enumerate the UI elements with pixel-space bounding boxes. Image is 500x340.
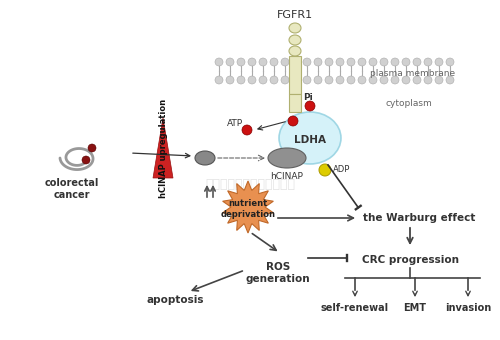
Circle shape — [248, 76, 256, 84]
Circle shape — [226, 76, 234, 84]
Circle shape — [215, 58, 223, 66]
Circle shape — [325, 58, 333, 66]
Polygon shape — [153, 118, 173, 178]
Ellipse shape — [279, 112, 341, 164]
Circle shape — [435, 76, 443, 84]
Ellipse shape — [289, 23, 301, 33]
Circle shape — [314, 76, 322, 84]
Text: Pi: Pi — [303, 94, 313, 102]
Circle shape — [292, 58, 300, 66]
FancyBboxPatch shape — [289, 94, 301, 112]
Circle shape — [237, 58, 245, 66]
Text: ROS
generation: ROS generation — [246, 262, 310, 284]
Ellipse shape — [289, 35, 301, 45]
Circle shape — [391, 58, 399, 66]
Circle shape — [259, 58, 267, 66]
Circle shape — [305, 101, 315, 111]
Circle shape — [325, 76, 333, 84]
Text: ADP: ADP — [333, 166, 350, 174]
Circle shape — [435, 58, 443, 66]
Circle shape — [446, 76, 454, 84]
Circle shape — [347, 58, 355, 66]
Circle shape — [303, 58, 311, 66]
Circle shape — [319, 164, 331, 176]
Circle shape — [281, 76, 289, 84]
Text: 深圳子科生物科技有限公司: 深圳子科生物科技有限公司 — [205, 178, 295, 191]
Text: colorectal
cancer: colorectal cancer — [45, 178, 99, 200]
Circle shape — [336, 76, 344, 84]
Text: EMT: EMT — [404, 303, 426, 313]
Circle shape — [248, 58, 256, 66]
FancyBboxPatch shape — [289, 56, 301, 94]
Circle shape — [391, 76, 399, 84]
Circle shape — [82, 156, 90, 164]
Circle shape — [259, 76, 267, 84]
Text: self-renewal: self-renewal — [321, 303, 389, 313]
Circle shape — [358, 76, 366, 84]
Circle shape — [281, 58, 289, 66]
Circle shape — [226, 58, 234, 66]
Circle shape — [288, 116, 298, 126]
Text: hCINAP: hCINAP — [270, 172, 304, 181]
Text: nutrient
deprivation: nutrient deprivation — [220, 199, 276, 219]
Circle shape — [402, 58, 410, 66]
Circle shape — [380, 76, 388, 84]
Circle shape — [413, 76, 421, 84]
Text: CRC progression: CRC progression — [362, 255, 458, 265]
Circle shape — [215, 76, 223, 84]
Text: invasion: invasion — [445, 303, 491, 313]
Circle shape — [424, 76, 432, 84]
Ellipse shape — [195, 151, 215, 165]
Circle shape — [88, 144, 96, 152]
Circle shape — [369, 58, 377, 66]
Circle shape — [292, 76, 300, 84]
Circle shape — [446, 58, 454, 66]
Circle shape — [369, 76, 377, 84]
Text: the Warburg effect: the Warburg effect — [363, 213, 476, 223]
Text: ATP: ATP — [227, 119, 243, 129]
Circle shape — [270, 58, 278, 66]
Polygon shape — [222, 181, 274, 233]
Circle shape — [336, 58, 344, 66]
Text: hCINAP upregulation: hCINAP upregulation — [160, 99, 168, 198]
Circle shape — [424, 58, 432, 66]
Text: plasma membrane: plasma membrane — [370, 68, 455, 78]
Circle shape — [380, 58, 388, 66]
Circle shape — [303, 76, 311, 84]
Text: LDHA: LDHA — [294, 135, 326, 145]
Ellipse shape — [268, 148, 306, 168]
Circle shape — [347, 76, 355, 84]
Text: cytoplasm: cytoplasm — [385, 99, 432, 107]
Text: FGFR1: FGFR1 — [277, 10, 313, 20]
Circle shape — [237, 76, 245, 84]
Circle shape — [402, 76, 410, 84]
Circle shape — [270, 76, 278, 84]
Text: apoptosis: apoptosis — [146, 295, 204, 305]
Circle shape — [314, 58, 322, 66]
Circle shape — [242, 125, 252, 135]
Circle shape — [358, 58, 366, 66]
Circle shape — [413, 58, 421, 66]
Ellipse shape — [289, 46, 301, 56]
